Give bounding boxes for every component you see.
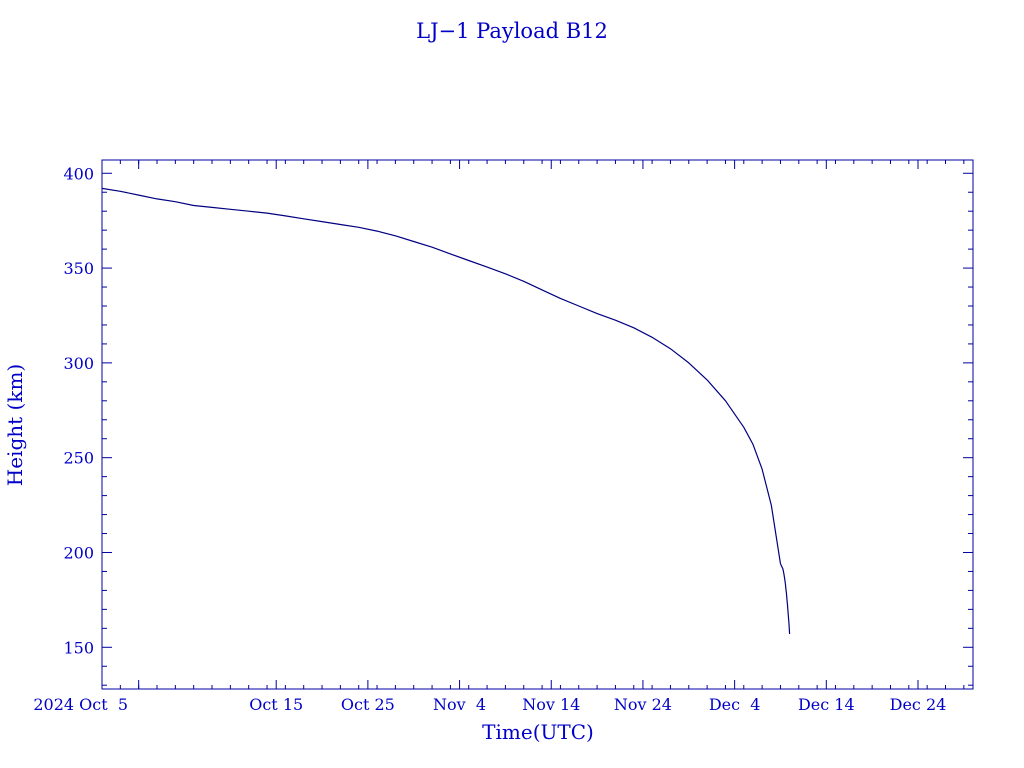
y-tick-label: 250 bbox=[63, 449, 94, 468]
x-tick-label: Oct 25 bbox=[341, 695, 395, 714]
x-tick-label: Nov 24 bbox=[614, 695, 672, 714]
x-tick-label: Dec 4 bbox=[709, 695, 761, 714]
plot-frame bbox=[101, 159, 974, 690]
chart-title: LJ−1 Payload B12 bbox=[416, 19, 608, 43]
x-tick-label: 2024 Oct 5 bbox=[33, 695, 128, 714]
x-tick-label: Dec 14 bbox=[798, 695, 855, 714]
y-tick-label: 350 bbox=[63, 259, 94, 278]
x-tick-label: Nov 4 bbox=[433, 695, 486, 714]
x-tick-label: Nov 14 bbox=[522, 695, 580, 714]
y-tick-label: 200 bbox=[63, 543, 94, 562]
y-tick-label: 300 bbox=[63, 354, 94, 373]
height-series-line bbox=[101, 187, 782, 564]
y-tick-label: 150 bbox=[63, 638, 94, 657]
x-tick-label: Dec 24 bbox=[890, 695, 947, 714]
height-series-line bbox=[779, 563, 791, 635]
x-tick-label: Oct 15 bbox=[249, 695, 303, 714]
y-axis-label: Height (km) bbox=[3, 364, 27, 486]
y-tick-label: 400 bbox=[63, 164, 94, 183]
x-axis-label: Time(UTC) bbox=[482, 720, 594, 744]
